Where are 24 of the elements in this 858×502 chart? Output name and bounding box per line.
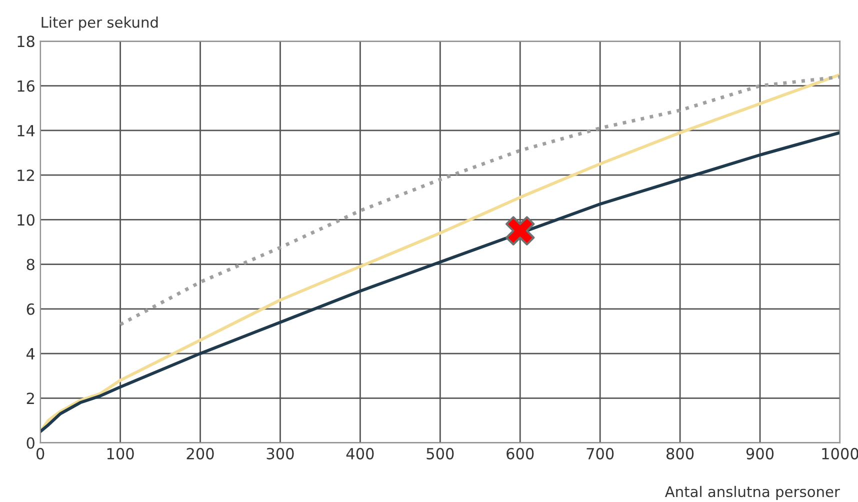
y-tick-label: 8 xyxy=(26,258,34,270)
x-tick-label: 700 xyxy=(586,448,614,460)
y-axis-title: Liter per sekund xyxy=(42,16,158,31)
y-tick-label: 16 xyxy=(18,80,35,92)
x-tick-label: 200 xyxy=(186,448,214,460)
x-tick-label: 500 xyxy=(426,448,454,460)
x-tick-label: 1000 xyxy=(822,448,858,460)
y-tick-label: 10 xyxy=(18,214,34,226)
x-axis-title: Antal anslutna personer xyxy=(664,486,840,500)
line-series xyxy=(40,131,840,434)
x-tick-label: 0 xyxy=(36,448,44,460)
x-tick-label: 300 xyxy=(266,448,294,460)
y-tick-label: 6 xyxy=(26,303,35,315)
y-tick-label: 18 xyxy=(18,36,34,48)
y-tick-label: 12 xyxy=(18,169,34,181)
y-tick-label: 2 xyxy=(26,392,34,404)
x-tick-label: 900 xyxy=(746,448,774,460)
x-tick-label: 400 xyxy=(346,448,374,460)
y-tick-label: 0 xyxy=(26,437,34,449)
y-tick-label: 4 xyxy=(26,348,35,360)
x-tick-label: 100 xyxy=(107,448,134,460)
y-tick-label: 14 xyxy=(18,125,35,136)
x-tick-label: 800 xyxy=(666,448,694,460)
x-tick-label: 600 xyxy=(506,448,534,460)
